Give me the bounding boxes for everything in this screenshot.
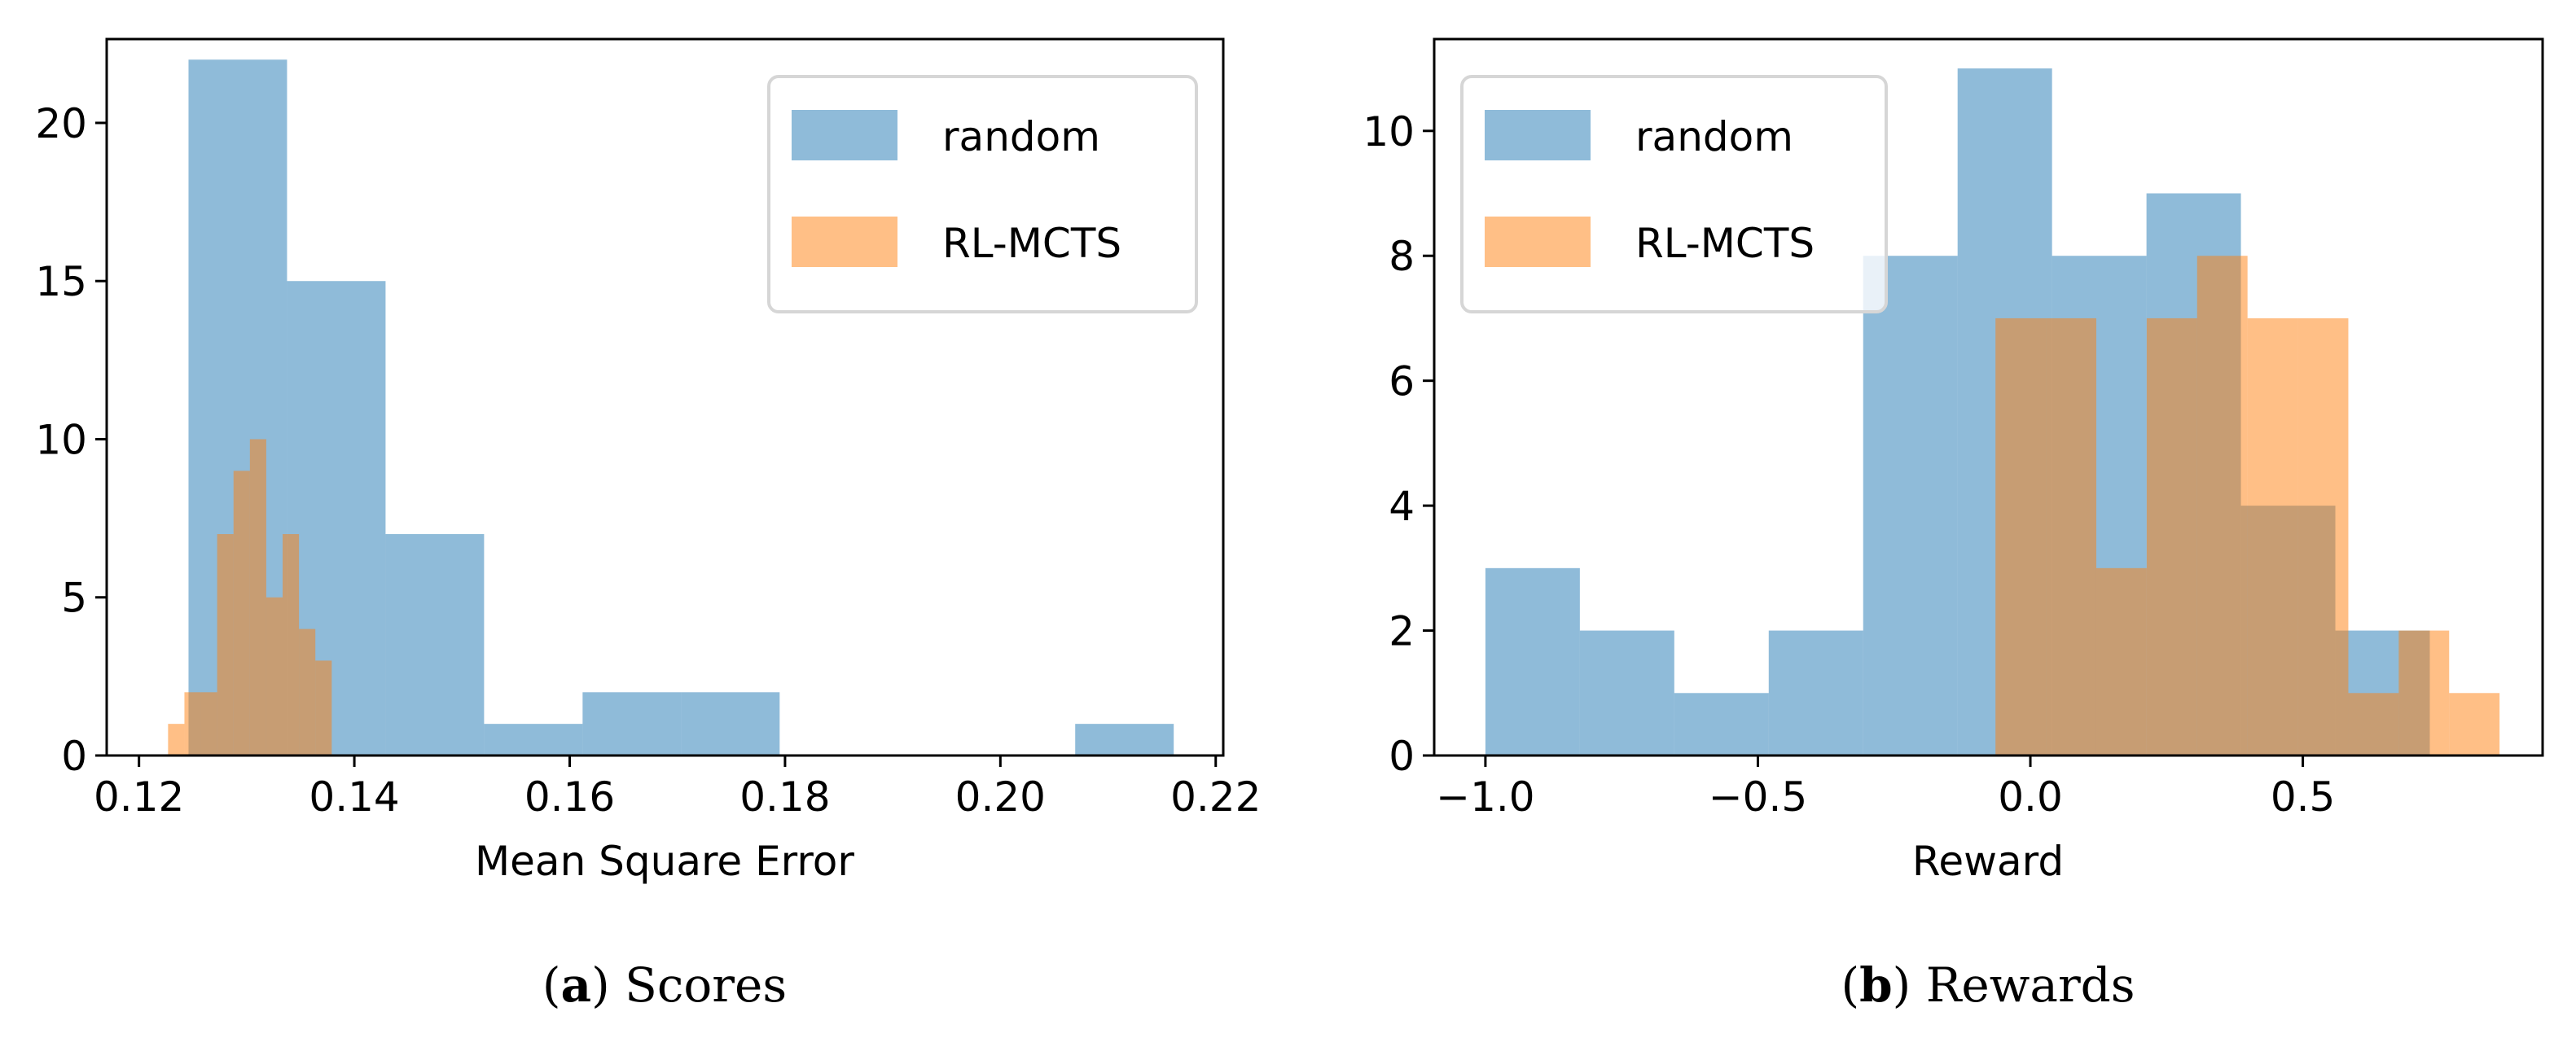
histogram-bar-random xyxy=(1863,256,1958,756)
legend: random RL-MCTS xyxy=(767,75,1198,313)
y-tick-label: 2 xyxy=(1389,608,1415,655)
histogram-bar-rl-mcts xyxy=(283,534,300,756)
x-tick-label: 0.20 xyxy=(955,773,1046,821)
y-tick-label: 6 xyxy=(1389,358,1415,405)
x-tick-label: 0.0 xyxy=(1998,773,2063,821)
histogram-bar-rl-mcts xyxy=(315,660,332,756)
x-tick-label: 0.16 xyxy=(524,773,615,821)
histogram-bar-rl-mcts xyxy=(200,692,217,756)
legend-swatch-random xyxy=(1485,110,1591,160)
legend-swatch-random xyxy=(792,110,897,160)
histogram-bar-random xyxy=(1768,630,1863,756)
x-tick-label: 0.18 xyxy=(739,773,830,821)
panel-b-rewards-histogram: Reward (b) Rewards −1.0 −0.5 0.0 0.5 0 2 4 6 8 10… xyxy=(1363,37,2544,1013)
axes-frame xyxy=(1433,37,2544,757)
histogram-bar-random xyxy=(1485,567,1580,756)
histogram-bar-random xyxy=(1674,693,1769,756)
x-tick-label: −0.5 xyxy=(1709,773,1807,821)
x-axis-label: Reward xyxy=(1912,838,2064,885)
histogram-bar-rl-mcts xyxy=(2297,318,2349,756)
histogram-bar-random xyxy=(582,692,682,756)
histogram-bar-random xyxy=(681,692,780,756)
x-tick-label: 0.12 xyxy=(94,773,184,821)
legend-label: random xyxy=(942,113,1100,160)
histogram-bar-random xyxy=(1075,724,1174,756)
y-tick-label: 0 xyxy=(61,733,87,780)
histogram-bar-rl-mcts xyxy=(2095,567,2147,756)
histogram-bar-rl-mcts xyxy=(2196,256,2248,756)
histogram-bar-random xyxy=(484,724,583,756)
histogram-bar-rl-mcts xyxy=(233,471,250,756)
caption-text: Scores xyxy=(625,957,787,1013)
histogram-bar-rl-mcts xyxy=(184,692,201,756)
histogram-bar-rl-mcts xyxy=(2348,693,2399,756)
legend-label: random xyxy=(1635,113,1793,160)
caption-label: a xyxy=(561,957,592,1013)
y-tick-label: 5 xyxy=(61,575,87,622)
y-tick-label: 8 xyxy=(1389,233,1415,280)
legend-swatch-rl-mcts xyxy=(1485,217,1591,267)
axes-frame xyxy=(105,37,1225,757)
bars xyxy=(1485,68,2500,756)
y-tick-label: 15 xyxy=(35,258,87,305)
histogram-bar-rl-mcts xyxy=(168,724,185,756)
histogram-bar-random xyxy=(385,534,485,756)
legend-label: RL-MCTS xyxy=(1635,220,1815,267)
legend-swatch-rl-mcts xyxy=(792,217,897,267)
x-tick-label: 0.14 xyxy=(309,773,399,821)
histogram-bar-rl-mcts xyxy=(299,628,316,756)
histogram-bar-rl-mcts xyxy=(265,597,283,756)
caption-label: b xyxy=(1859,957,1893,1013)
y-tick-label: 20 xyxy=(35,100,87,147)
caption-b: (b) Rewards xyxy=(1841,957,2135,1013)
histogram-bar-rl-mcts xyxy=(2146,318,2197,756)
y-tick-label: 10 xyxy=(35,416,87,463)
bars xyxy=(168,59,1174,756)
legend: random RL-MCTS xyxy=(1460,75,1888,313)
histogram-bar-rl-mcts xyxy=(217,534,234,756)
x-tick-label: 0.22 xyxy=(1170,773,1261,821)
caption-a: (a) Scores xyxy=(542,957,787,1013)
y-tick-label: 0 xyxy=(1389,733,1415,780)
y-tick-label: 10 xyxy=(1363,108,1415,155)
histogram-bar-rl-mcts xyxy=(249,439,266,756)
x-tick-label: −1.0 xyxy=(1436,773,1534,821)
caption-text: Rewards xyxy=(1926,957,2135,1013)
histogram-bar-random xyxy=(1579,630,1674,756)
x-axis-label: Mean Square Error xyxy=(475,838,854,885)
histogram-bar-rl-mcts xyxy=(2046,318,2096,756)
histogram-bar-rl-mcts xyxy=(1995,318,2047,756)
panel-a-scores-histogram: Mean Square Error (a) Scores 0.12 0.14 0.1… xyxy=(35,37,1261,1013)
histogram-bar-rl-mcts xyxy=(2398,630,2450,756)
x-tick-label: 0.5 xyxy=(2271,773,2336,821)
y-tick-label: 4 xyxy=(1389,483,1415,530)
histogram-bar-rl-mcts xyxy=(2247,318,2298,756)
histogram-bar-rl-mcts xyxy=(2449,693,2500,756)
legend-label: RL-MCTS xyxy=(942,220,1121,267)
